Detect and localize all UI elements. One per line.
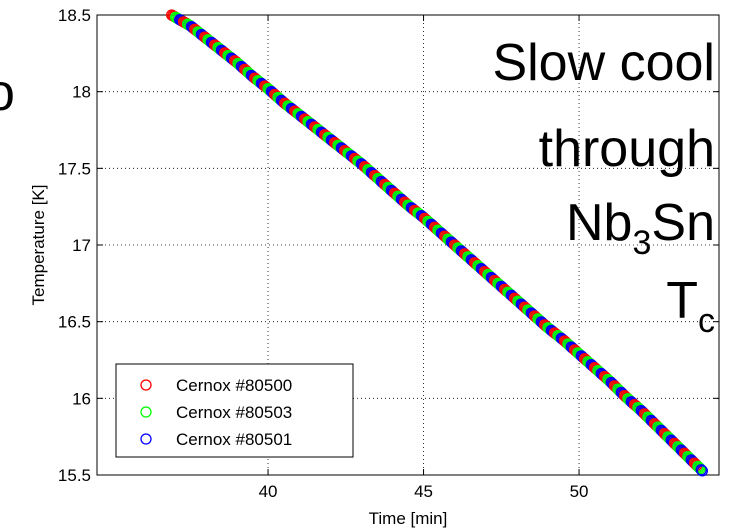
y-axis-label: Temperature [K] (29, 185, 48, 306)
y-tick-label: 16.5 (58, 313, 91, 332)
y-tick-label: 16 (72, 389, 91, 408)
y-tick-label: 15.5 (58, 466, 91, 485)
y-tick-label: 18 (72, 83, 91, 102)
data-point (695, 464, 707, 476)
legend: Cernox #80500 Cernox #80503 Cernox #8050… (115, 363, 354, 458)
x-axis-ticks: 40 45 50 (259, 15, 589, 501)
legend-marker-cernox-80501 (140, 433, 152, 445)
y-tick-label: 18.5 (58, 6, 91, 25)
annotation-line4: Tc (666, 272, 715, 340)
legend-label-cernox-80503: Cernox #80503 (176, 403, 292, 422)
data-point (696, 465, 708, 477)
annotation-line1: Slow cool (492, 34, 715, 92)
y-tick-label: 17.5 (58, 159, 91, 178)
annotation-line3-tail: Sn (651, 194, 715, 252)
y-tick-label: 17 (72, 236, 91, 255)
clipped-glyph: o (0, 64, 15, 122)
annotation-line4-sub: c (698, 302, 715, 340)
data-point (693, 461, 705, 474)
y-axis-ticks: 15.5 16 16.5 17 17.5 18 18.5 (58, 6, 719, 485)
legend-box (115, 363, 354, 458)
data-point (694, 462, 706, 475)
legend-label-cernox-80500: Cernox #80500 (176, 376, 292, 395)
annotation-line3: Nb3Sn (566, 194, 715, 262)
legend-label-cernox-80501: Cernox #80501 (176, 430, 292, 449)
annotation-line2: through (539, 120, 715, 178)
x-tick-label: 40 (259, 482, 278, 501)
x-tick-label: 45 (414, 482, 433, 501)
annotation-line3-main: Nb (566, 194, 632, 252)
legend-marker-cernox-80500 (140, 379, 152, 391)
annotation-line4-main: T (666, 272, 698, 330)
annotation-line3-sub: 3 (632, 224, 651, 262)
data-points (165, 9, 708, 477)
legend-marker-cernox-80503 (140, 406, 152, 418)
annotation: Slow cool through Nb3Sn Tc (492, 34, 715, 340)
x-tick-label: 50 (570, 482, 589, 501)
x-axis-label: Time [min] (369, 509, 448, 528)
